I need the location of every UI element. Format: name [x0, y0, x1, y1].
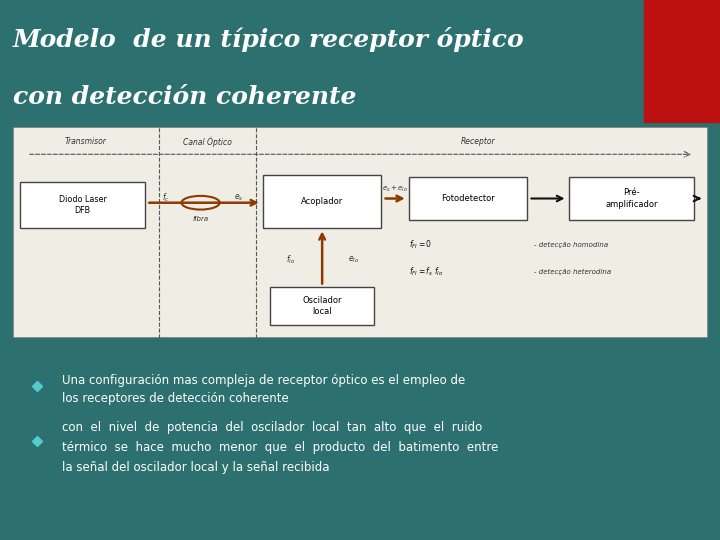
Text: la señal del oscilador local y la señal recibida: la señal del oscilador local y la señal … [62, 461, 329, 474]
Text: $f_{FI}=0$: $f_{FI}=0$ [409, 239, 432, 251]
Text: $f_{lo}$: $f_{lo}$ [287, 253, 295, 266]
Text: $e_s$: $e_s$ [234, 192, 243, 202]
Bar [569, 178, 694, 220]
Bar [20, 181, 145, 228]
Text: fibra: fibra [192, 215, 209, 221]
Text: $e_{lo}$: $e_{lo}$ [348, 254, 359, 265]
Text: $f_{FI}=f_s\ f_{lo}$: $f_{FI}=f_s\ f_{lo}$ [409, 266, 444, 279]
Text: con  el  nivel  de  potencia  del  oscilador  local  tan  alto  que  el  ruido: con el nivel de potencia del oscilador l… [62, 421, 482, 434]
Text: $e_s+e_{lo}$: $e_s+e_{lo}$ [382, 184, 408, 194]
Bar [644, 0, 720, 122]
Text: $f_c$: $f_c$ [162, 191, 170, 204]
Text: Fotodetector: Fotodetector [441, 194, 495, 203]
Text: los receptores de detección coherente: los receptores de detección coherente [62, 392, 288, 404]
Text: con detección coherente: con detección coherente [13, 85, 356, 109]
Text: Transmisor: Transmisor [65, 137, 107, 146]
Text: Diodo Laser
DFB: Diodo Laser DFB [58, 195, 107, 215]
Text: Una configuración mas compleja de receptor óptico es el empleo de: Una configuración mas compleja de recept… [62, 374, 465, 387]
Bar [409, 178, 527, 220]
Text: Canal Óptico: Canal Óptico [183, 137, 232, 147]
Bar [263, 176, 381, 228]
Text: térmico  se  hace  mucho  menor  que  el  producto  del  batimento  entre: térmico se hace mucho menor que el produ… [62, 441, 498, 454]
Text: - detecção homodina: - detecção homodina [534, 242, 608, 248]
Text: Acoplador: Acoplador [301, 197, 343, 206]
Bar [270, 287, 374, 325]
Text: Receptor: Receptor [462, 137, 496, 146]
Text: Oscilador
local: Oscilador local [302, 296, 342, 316]
Text: - detecção heterodina: - detecção heterodina [534, 269, 611, 275]
Text: Modelo  de un típico receptor óptico: Modelo de un típico receptor óptico [13, 26, 525, 52]
Text: Pré-
amplificador: Pré- amplificador [605, 188, 657, 208]
